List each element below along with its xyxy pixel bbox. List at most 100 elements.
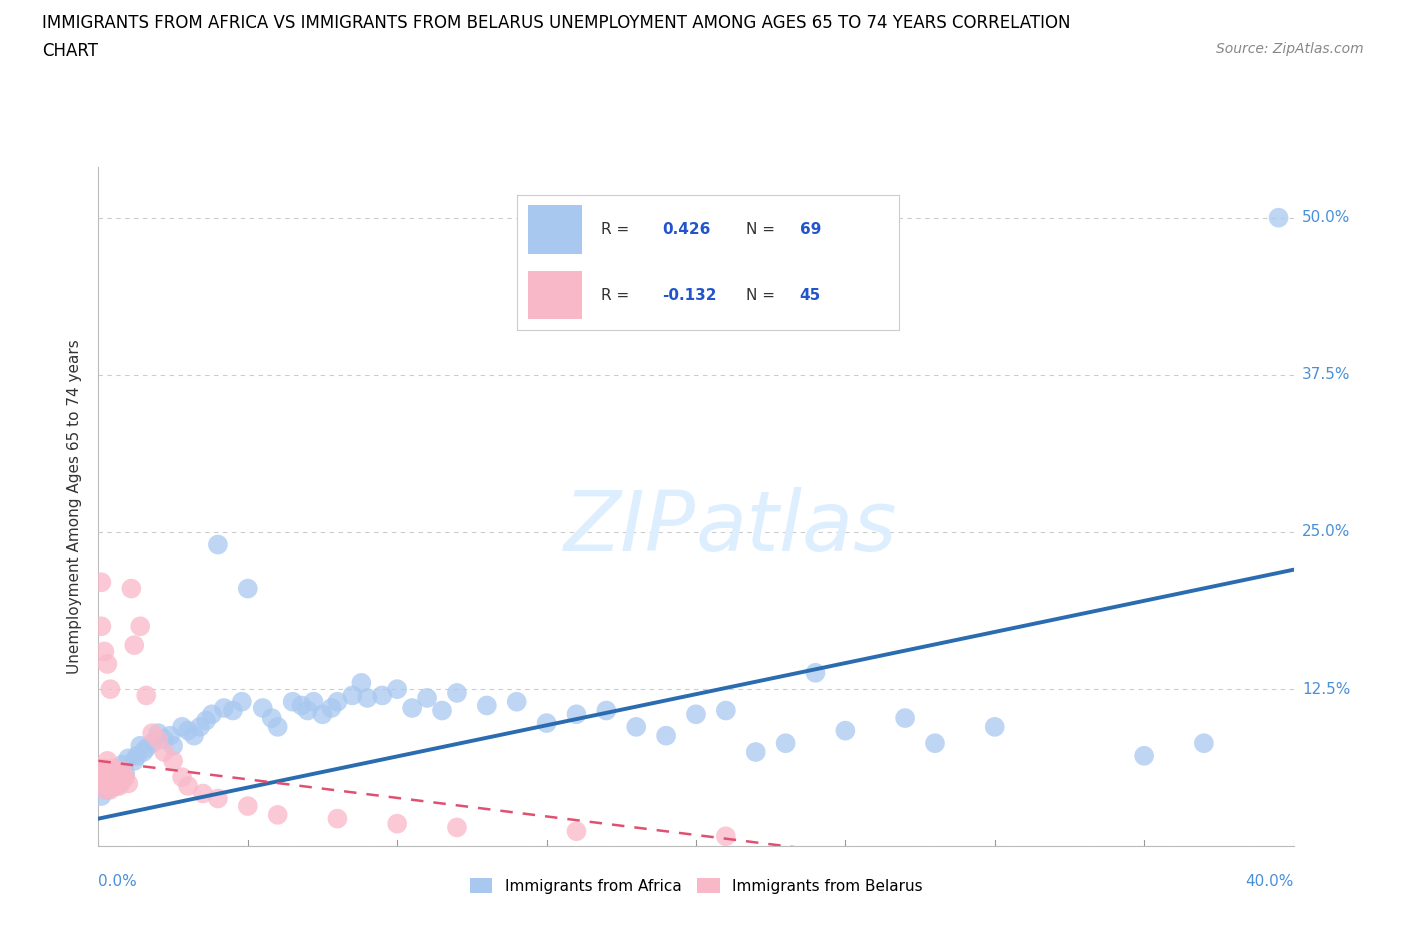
Point [565,824,588,839]
Point [135,741,157,756]
Point [745,745,768,760]
Point [624,720,647,735]
Point [222,703,245,718]
Point [141,725,163,740]
Point [96,657,118,671]
Point [983,720,1005,735]
Point [267,807,290,822]
Text: 69: 69 [800,222,821,237]
Point [90,789,112,804]
Point [108,774,131,789]
Text: ZIP: ZIP [564,486,696,567]
Point [326,695,349,710]
Point [894,711,917,725]
Point [90,764,112,778]
Point [132,745,155,760]
Point [475,698,498,713]
Point [236,581,259,596]
Text: N =: N = [747,222,780,237]
Point [172,720,194,735]
Point [96,778,118,793]
Point [260,711,283,725]
Point [401,700,423,715]
Point [120,581,142,596]
Text: Source: ZipAtlas.com: Source: ZipAtlas.com [1216,42,1364,56]
Point [714,829,737,844]
Text: 25.0%: 25.0% [1302,525,1350,539]
Point [96,770,118,785]
Point [105,776,128,790]
Point [93,761,115,776]
Point [96,782,118,797]
Point [114,766,136,781]
Point [103,778,125,793]
Text: atlas: atlas [696,486,897,567]
Text: 37.5%: 37.5% [1302,367,1350,382]
Text: 12.5%: 12.5% [1302,682,1350,697]
Point [141,736,163,751]
Point [135,688,157,703]
Point [281,695,304,710]
Point [290,698,312,713]
Point [111,774,134,789]
Point [93,776,115,790]
Point [96,753,118,768]
Text: 0.426: 0.426 [662,222,710,237]
Point [103,761,125,776]
Point [321,700,343,715]
Point [252,700,274,715]
Point [342,688,364,703]
Point [1133,749,1156,764]
Text: 50.0%: 50.0% [1302,210,1350,225]
Point [655,728,678,743]
Point [207,538,229,552]
Point [385,682,409,697]
Point [117,751,139,765]
Point [356,690,378,705]
Point [1192,736,1215,751]
Point [207,791,229,806]
Point [98,766,122,781]
Point [90,575,112,590]
Point [153,745,176,760]
Point [201,707,224,722]
Point [103,770,125,785]
Point [129,618,152,633]
Point [177,724,200,738]
Point [162,753,184,768]
Point [111,764,134,778]
Point [191,786,214,801]
Point [231,695,253,710]
Point [98,764,122,778]
Point [924,736,946,751]
Text: 40.0%: 40.0% [1246,874,1294,889]
Point [114,770,136,785]
Point [834,724,856,738]
Point [90,618,112,633]
Point [804,665,827,680]
Text: R =: R = [600,222,634,237]
Point [96,774,118,789]
Point [148,725,170,740]
Point [117,776,139,790]
Bar [529,206,582,254]
Point [93,782,115,797]
Point [124,753,146,768]
Text: N =: N = [747,287,780,302]
Point [446,685,468,700]
Point [194,713,218,728]
Point [90,770,112,785]
Text: R =: R = [600,287,634,302]
Point [775,736,797,751]
Point [326,811,349,826]
Point [148,732,170,747]
Point [108,770,131,785]
Point [90,776,112,790]
Point [162,738,184,753]
Point [267,720,290,735]
Point [297,703,319,718]
Point [416,690,439,705]
Point [127,749,149,764]
Point [98,782,122,797]
Point [96,764,118,778]
